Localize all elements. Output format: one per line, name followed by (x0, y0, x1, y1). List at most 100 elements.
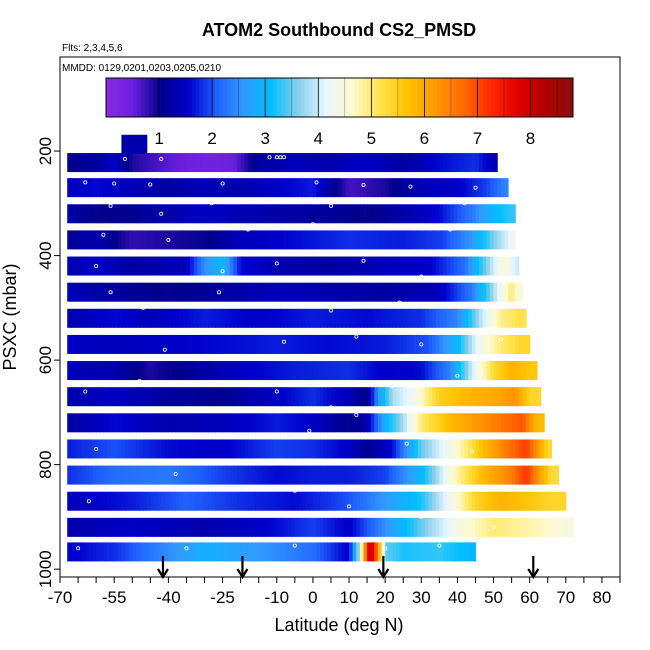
heatmap-cell (85, 439, 90, 459)
heatmap-cell (359, 439, 365, 459)
heatmap-cell (161, 361, 166, 381)
colorbar-segment (452, 78, 457, 117)
heatmap-cell (403, 491, 408, 511)
heatmap-cell (294, 230, 300, 250)
heatmap-cell (298, 308, 303, 328)
heatmap-cell (327, 439, 332, 459)
sample-point (491, 525, 496, 530)
heatmap-cell (377, 153, 383, 173)
heatmap-cell (442, 361, 448, 381)
heatmap-cell (237, 491, 242, 511)
heatmap-cell (128, 542, 133, 562)
heatmap-cell (190, 517, 195, 537)
heatmap-cell (508, 256, 513, 276)
heatmap-cell (262, 308, 267, 328)
heatmap-cell (200, 178, 206, 198)
heatmap-cell (132, 361, 137, 381)
heatmap-cell (291, 361, 296, 381)
heatmap-cell (388, 334, 393, 354)
x-tick-label: 40 (448, 588, 467, 607)
heatmap-cell (403, 465, 408, 485)
heatmap-cell (349, 204, 354, 224)
heatmap-cell (377, 361, 383, 381)
colorbar-segment (405, 78, 411, 117)
heatmap-cell (265, 491, 271, 511)
heatmap-cell (172, 282, 177, 302)
heatmap-cell (475, 387, 480, 407)
heatmap-cell (110, 413, 115, 433)
heatmap-cell (377, 465, 383, 485)
heatmap-cell (85, 361, 90, 381)
heatmap-cell (388, 413, 393, 433)
heatmap-cell (461, 178, 466, 198)
heatmap-cell (179, 542, 184, 562)
heatmap-cell (377, 308, 383, 328)
heatmap-cell (215, 517, 220, 537)
heatmap-cell (146, 491, 151, 511)
heatmap-cell (255, 178, 260, 198)
heatmap-cell (544, 465, 549, 485)
heatmap-cell (237, 282, 242, 302)
heatmap-cell (143, 517, 148, 537)
heatmap-cell (305, 308, 310, 328)
heatmap-cell (511, 282, 516, 302)
heatmap-cell (81, 334, 86, 354)
heatmap-cell (258, 413, 263, 433)
heatmap-cell (475, 334, 480, 354)
heatmap-cell (92, 413, 97, 433)
heatmap-cell (81, 178, 86, 198)
heatmap-cell (410, 465, 415, 485)
heatmap-cell (291, 465, 296, 485)
heatmap-cell (161, 517, 166, 537)
heatmap-cell (164, 256, 169, 276)
heatmap-cell (377, 491, 383, 511)
heatmap-cell (265, 308, 271, 328)
heatmap-cell (121, 413, 126, 433)
heatmap-cell (309, 204, 314, 224)
heatmap-cell (392, 282, 397, 302)
heatmap-cell (175, 361, 180, 381)
heatmap-cell (125, 256, 130, 276)
heatmap-cell (338, 308, 343, 328)
heatmap-cell (269, 491, 274, 511)
heatmap-cell (172, 308, 177, 328)
heatmap-cell (190, 153, 195, 173)
heatmap-cell (439, 282, 444, 302)
heatmap-cell (193, 230, 198, 250)
heatmap-cell (128, 361, 133, 381)
heatmap-cell (399, 153, 404, 173)
heatmap-cell (78, 439, 83, 459)
heatmap-cell (284, 542, 289, 562)
heatmap-cell (153, 465, 159, 485)
heatmap-cell (114, 542, 119, 562)
heatmap-cell (323, 517, 328, 537)
heatmap-cell (258, 204, 263, 224)
heatmap-cell (287, 413, 292, 433)
heatmap-cell (81, 439, 86, 459)
heatmap-cell (193, 413, 198, 433)
heatmap-cell (399, 308, 404, 328)
heatmap-cell (240, 387, 245, 407)
heatmap-cell (222, 465, 227, 485)
heatmap-cell (305, 413, 310, 433)
heatmap-cell (208, 282, 213, 302)
heatmap-cell (190, 282, 195, 302)
heatmap-cell (323, 361, 328, 381)
heatmap-cell (211, 230, 216, 250)
heatmap-cell (88, 465, 94, 485)
heatmap-cell (305, 178, 310, 198)
heatmap-cell (262, 204, 267, 224)
heatmap-cell (457, 153, 462, 173)
heatmap-cell (493, 334, 498, 354)
heatmap-cell (204, 439, 209, 459)
heatmap-cell (479, 230, 484, 250)
sample-point (162, 347, 167, 352)
heatmap-cell (489, 334, 495, 354)
heatmap-cell (515, 334, 520, 354)
heatmap-cell (197, 361, 202, 381)
heatmap-cell (168, 308, 173, 328)
heatmap-cell (356, 361, 361, 381)
heatmap-cell (273, 465, 278, 485)
heatmap-cell (471, 361, 477, 381)
heatmap-cell (215, 413, 220, 433)
